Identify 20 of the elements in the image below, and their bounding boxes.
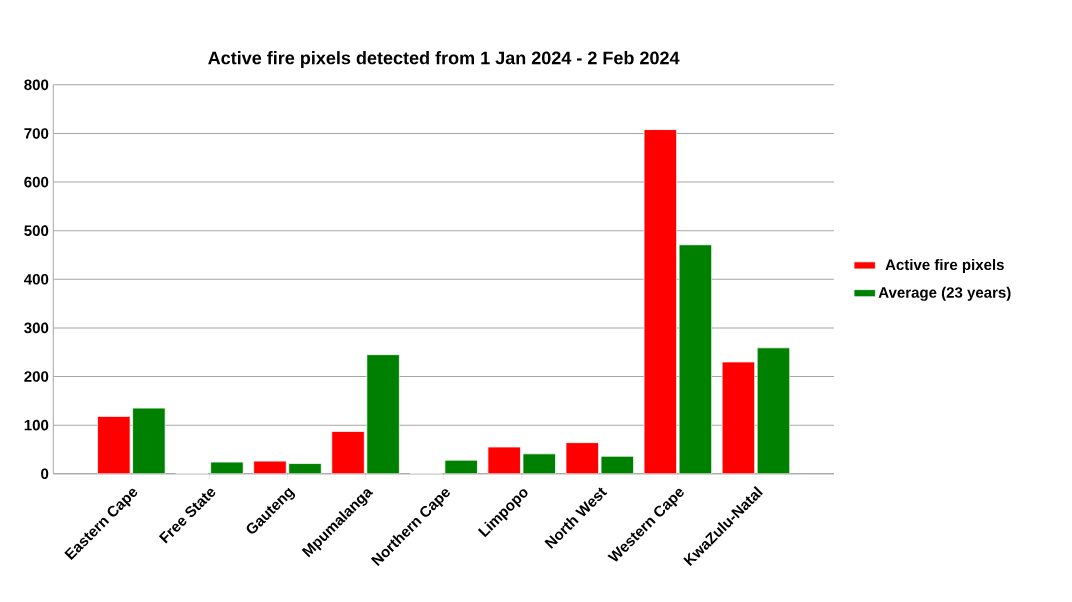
y-tick-label: 200 — [24, 371, 49, 382]
legend-label: Average (23 years) — [878, 286, 1011, 301]
bar — [331, 431, 365, 474]
bar — [756, 347, 791, 474]
y-tick-label: 300 — [24, 322, 49, 334]
bar — [721, 361, 756, 474]
bar — [565, 442, 599, 474]
y-tick-label: 600 — [24, 176, 49, 188]
y-tick-label: 400 — [24, 273, 49, 285]
bar — [210, 461, 244, 474]
bar — [97, 416, 131, 474]
y-tick-label: 0 — [41, 468, 49, 480]
y-tick-label: 700 — [24, 128, 49, 139]
y-tick-label: 500 — [24, 225, 49, 236]
bar — [444, 459, 478, 474]
y-tick-label: 100 — [24, 419, 49, 431]
bar — [643, 129, 677, 474]
legend-label: Active fire pixels — [885, 259, 1004, 274]
y-tick-label: 800 — [24, 79, 49, 91]
chart-title: Active fire pixels detected from 1 Jan 2024 - 2 Feb 2024 — [208, 51, 680, 68]
